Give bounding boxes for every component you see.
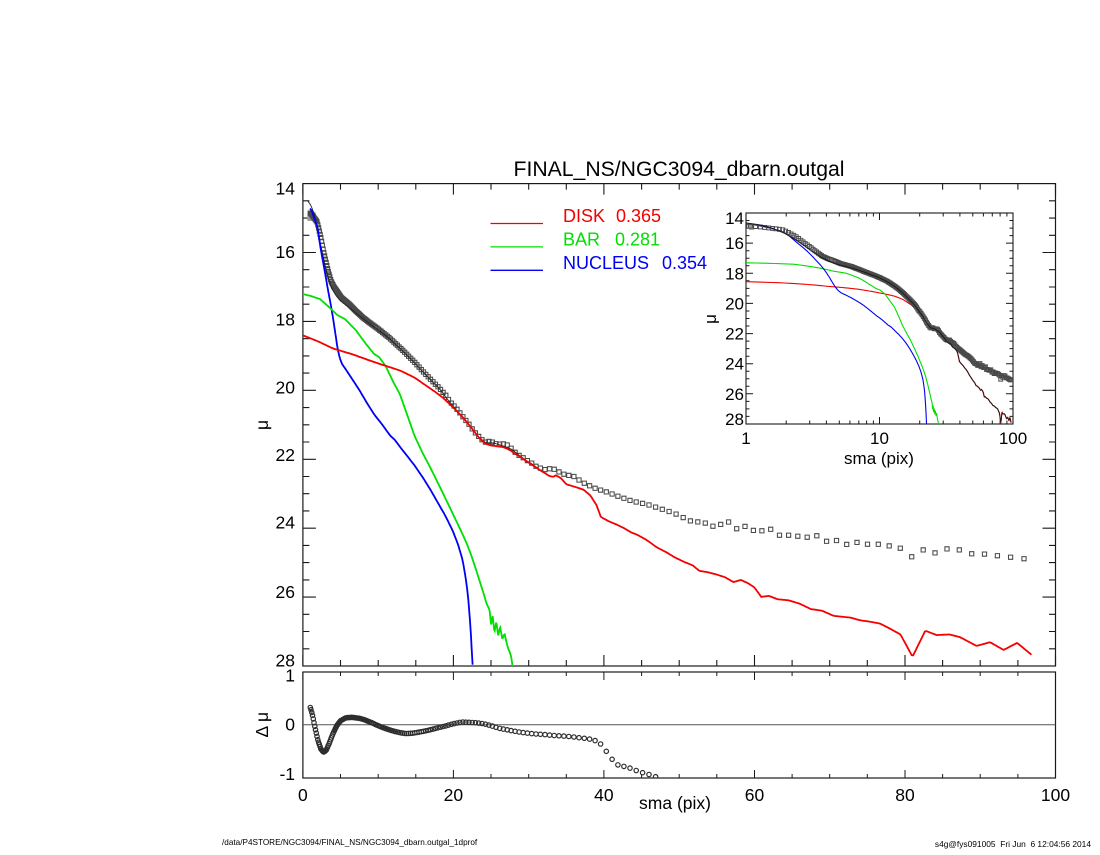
svg-text:14: 14 [725, 209, 744, 228]
svg-text:26: 26 [725, 385, 744, 404]
svg-text:μ: μ [701, 314, 720, 324]
svg-text:/data/P4STORE/NGC3094/FINAL_NS: /data/P4STORE/NGC3094/FINAL_NS/NGC3094_d… [222, 838, 478, 847]
svg-text:μ: μ [252, 420, 272, 430]
svg-text:NUCLEUS: NUCLEUS [563, 253, 649, 273]
svg-text:10: 10 [870, 429, 889, 448]
svg-text:1: 1 [285, 666, 295, 686]
svg-text:18: 18 [276, 310, 295, 330]
svg-text:DISK: DISK [563, 206, 605, 226]
svg-text:20: 20 [725, 294, 744, 313]
svg-text:0: 0 [285, 715, 295, 735]
svg-text:Δ μ: Δ μ [252, 712, 272, 738]
svg-text:20: 20 [444, 785, 464, 805]
svg-text:0.365: 0.365 [616, 206, 661, 226]
svg-text:40: 40 [594, 785, 614, 805]
svg-text:22: 22 [725, 325, 744, 344]
svg-text:sma (pix): sma (pix) [844, 449, 914, 468]
svg-text:1: 1 [741, 429, 750, 448]
svg-text:BAR: BAR [563, 229, 600, 249]
svg-text:22: 22 [276, 445, 295, 465]
svg-text:0.281: 0.281 [615, 229, 660, 249]
svg-text:16: 16 [276, 242, 295, 262]
svg-text:100: 100 [999, 429, 1027, 448]
svg-text:FINAL_NS/NGC3094_dbarn.outgal: FINAL_NS/NGC3094_dbarn.outgal [514, 158, 845, 181]
svg-text:28: 28 [725, 410, 744, 429]
svg-text:18: 18 [725, 264, 744, 283]
svg-text:-1: -1 [279, 764, 295, 784]
svg-text:60: 60 [745, 785, 765, 805]
svg-text:24: 24 [276, 513, 296, 533]
svg-text:28: 28 [276, 651, 295, 671]
svg-text:26: 26 [276, 582, 295, 602]
svg-text:80: 80 [895, 785, 915, 805]
svg-text:14: 14 [276, 178, 296, 198]
svg-text:0: 0 [298, 785, 308, 805]
svg-text:24: 24 [725, 355, 744, 374]
svg-text:100: 100 [1041, 785, 1070, 805]
svg-text:0.354: 0.354 [662, 253, 707, 273]
svg-text:20: 20 [276, 377, 296, 397]
svg-text:16: 16 [725, 234, 744, 253]
svg-text:s4g@fys091005 Fri Jun 6 12:0: s4g@fys091005 Fri Jun 6 12:04:56 2014 [935, 839, 1091, 849]
svg-text:sma (pix): sma (pix) [639, 793, 711, 813]
